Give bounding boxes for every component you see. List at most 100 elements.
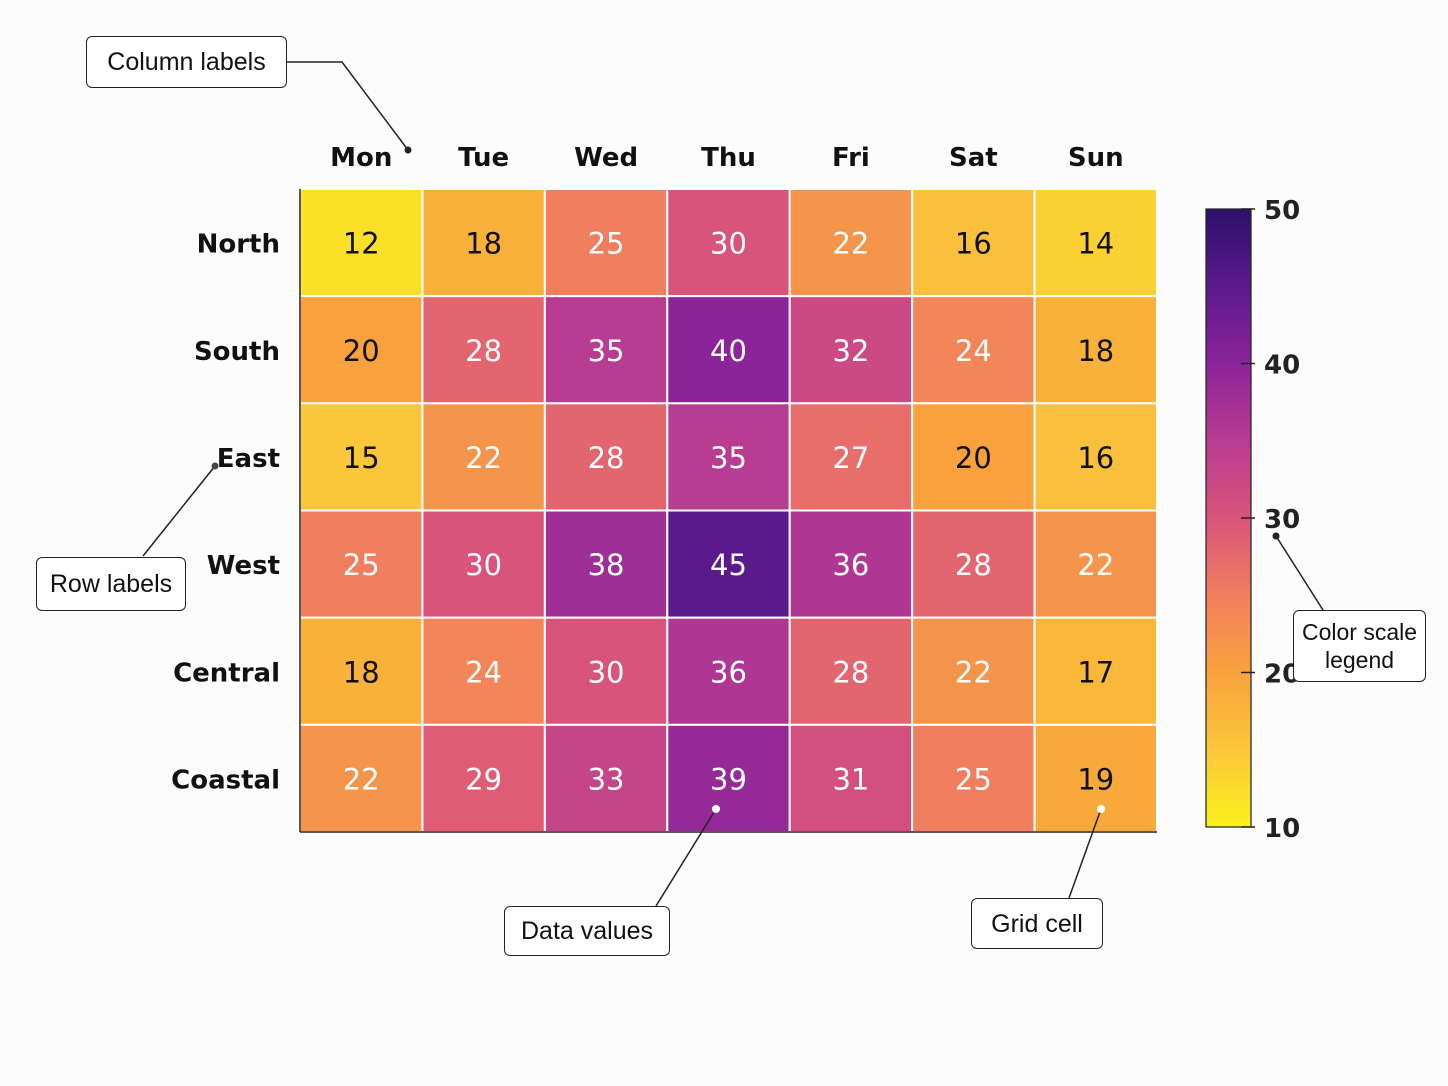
cell-value-label: 39 (710, 762, 747, 796)
heatmap-cell (543, 402, 669, 512)
row-label: North (197, 230, 280, 260)
heatmap-cell (1033, 509, 1158, 619)
heatmap-cell (911, 188, 1036, 298)
column-label: Sun (1068, 143, 1124, 173)
heatmap-cell (421, 723, 546, 833)
cell-value-label: 20 (955, 441, 992, 475)
callout-column-labels: Column labels (86, 36, 287, 88)
cell-value-label: 25 (588, 227, 625, 261)
leader-data-values (655, 808, 717, 907)
cell-value-label: 22 (832, 227, 869, 261)
heatmap-cell (1033, 402, 1158, 512)
leader-dot-row-labels (211, 462, 219, 470)
cell-value-label: 29 (465, 762, 502, 796)
cell-value-label: 22 (343, 762, 380, 796)
leader-dot-grid-cell (1097, 805, 1105, 813)
cell-value-label: 22 (465, 441, 502, 475)
heatmap-cell (299, 723, 424, 833)
heatmap-cell (299, 509, 424, 619)
row-label: West (207, 551, 280, 581)
cell-value-label: 33 (588, 762, 625, 796)
column-label: Wed (574, 143, 638, 173)
legend-tick-label: 40 (1264, 351, 1300, 381)
cell-value-label: 36 (710, 655, 747, 689)
cell-value-label: 38 (588, 548, 625, 582)
row-label: Coastal (171, 765, 280, 795)
heatmap-cell (421, 402, 546, 512)
cell-value-label: 35 (710, 441, 747, 475)
heatmap-grid: 12 18 25 30 22 16 14 20 28 35 40 32 24 18 15 22 28 35 27 20… (299, 188, 1158, 833)
heatmap-cell (788, 723, 914, 833)
callout-data-values: Data values (504, 906, 670, 956)
cell-value-label: 28 (588, 441, 625, 475)
cell-value-label: 15 (343, 441, 380, 475)
legend-tick-label: 50 (1264, 196, 1300, 226)
heatmap-cell (911, 402, 1036, 512)
heatmap-cell (788, 402, 914, 512)
cell-value-label: 28 (832, 655, 869, 689)
heatmap-cell (1033, 723, 1158, 833)
heatmap-cell (666, 723, 791, 833)
cell-value-label: 36 (832, 548, 869, 582)
heatmap-cell (421, 509, 546, 619)
leader-dot-column-labels (404, 146, 412, 154)
cell-value-label: 12 (343, 227, 380, 261)
leader-row-labels (142, 465, 216, 557)
heatmap-cell (543, 188, 669, 298)
cell-value-label: 27 (832, 441, 869, 475)
column-label: Fri (832, 143, 870, 173)
cell-value-label: 28 (465, 334, 502, 368)
cell-value-label: 35 (588, 334, 625, 368)
heatmap-cell (1033, 295, 1158, 405)
cell-value-label: 30 (710, 227, 747, 261)
heatmap-cell (666, 402, 791, 512)
heatmap-cell (543, 295, 669, 405)
cell-value-label: 30 (588, 655, 625, 689)
legend-color-bar (1205, 208, 1252, 828)
cell-value-label: 18 (1077, 334, 1114, 368)
cell-value-label: 16 (955, 227, 992, 261)
leader-color-legend (1275, 535, 1324, 611)
legend-tick-label: 10 (1264, 814, 1300, 844)
heatmap-cell (299, 188, 424, 298)
cell-value-label: 31 (832, 762, 869, 796)
callout-color-scale-legend: Color scale legend (1293, 610, 1426, 682)
leader-grid-cell (1068, 808, 1102, 899)
cell-value-label: 20 (343, 334, 380, 368)
row-label: South (194, 337, 280, 367)
heatmap-labels: Mon Tue Wed Thu Fri Sat Sun North South East West C… (171, 143, 1124, 795)
callout-grid-cell: Grid cell (971, 898, 1103, 949)
cell-value-label: 16 (1077, 441, 1114, 475)
cell-value-label: 18 (343, 655, 380, 689)
row-label: East (217, 444, 280, 474)
cell-value-label: 25 (955, 762, 992, 796)
cell-value-label: 18 (465, 227, 502, 261)
column-label: Sat (949, 143, 998, 173)
cell-value-label: 22 (1077, 548, 1114, 582)
leader-dot-data-values (712, 805, 720, 813)
heatmap-cell (421, 188, 546, 298)
cell-value-label: 40 (710, 334, 747, 368)
cell-value-label: 22 (955, 655, 992, 689)
column-label: Mon (330, 143, 392, 173)
cell-value-label: 25 (343, 548, 380, 582)
cell-value-label: 14 (1077, 227, 1114, 261)
cell-value-label: 28 (955, 548, 992, 582)
heatmap-cell (788, 295, 914, 405)
heatmap-cell (543, 616, 669, 726)
cell-value-label: 45 (710, 548, 747, 582)
column-label: Thu (701, 143, 756, 173)
heatmap-cell (666, 509, 791, 619)
cell-value-label: 24 (465, 655, 502, 689)
heatmap-cell (911, 509, 1036, 619)
column-label: Tue (458, 143, 509, 173)
cell-value-label: 19 (1077, 762, 1114, 796)
heatmap-cell (299, 616, 424, 726)
legend-tick-label: 30 (1264, 505, 1300, 535)
annotation-leaders (142, 61, 1324, 907)
cell-value-label: 32 (832, 334, 869, 368)
cell-value-label: 30 (465, 548, 502, 582)
leader-column-labels (287, 61, 409, 151)
leader-dot-color-legend (1272, 532, 1280, 540)
